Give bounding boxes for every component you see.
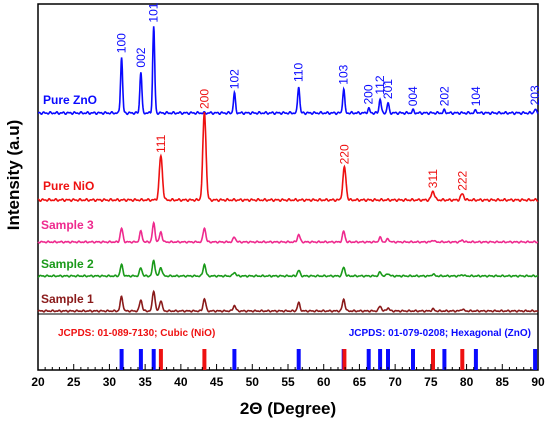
series-label: Sample 3 (41, 218, 94, 232)
x-tick-label: 35 (138, 375, 152, 389)
y-axis-title: Intensity (a.u) (4, 120, 23, 231)
zno-peak-label: 112 (373, 75, 387, 94)
zno-reference-line (366, 349, 371, 370)
nio-reference-line (431, 349, 435, 370)
x-tick-label: 90 (531, 375, 545, 389)
zno-reference-line (119, 349, 124, 370)
zno-peak-label: 002 (134, 47, 148, 67)
trace-pure-nio (37, 112, 539, 203)
nio-peak-label: 222 (455, 170, 469, 190)
series-labels: Pure ZnO Pure NiO Sample 3 Sample 2 Sample 1 (41, 93, 97, 306)
nio-peak-label: 200 (197, 89, 211, 109)
zno-reference-line (386, 349, 390, 370)
x-tick-label: 30 (103, 375, 117, 389)
series-label: Sample 1 (41, 292, 94, 306)
x-axis-title: 2Θ (Degree) (240, 399, 336, 418)
nio-peak-label: 220 (337, 144, 351, 164)
x-tick-label: 40 (174, 375, 188, 389)
zno-peak-label: 104 (469, 86, 483, 106)
zno-reference-line (473, 349, 478, 370)
zno-peak-label: 101 (147, 2, 161, 22)
zno-peak-label: 202 (437, 86, 451, 106)
nio-reference-line (460, 349, 465, 370)
zno-reference-line (232, 349, 237, 370)
zno-peak-label: 203 (528, 85, 542, 105)
x-tick-label: 70 (388, 375, 402, 389)
diffraction-traces (37, 26, 539, 313)
zno-peak-label: 201 (381, 79, 395, 99)
nio-reference-label: JCPDS: 01-089-7130; Cubic (NiO) (58, 328, 215, 339)
trace-sample-2 (37, 259, 539, 278)
x-tick-label: 20 (31, 375, 45, 389)
zno-reference-line (138, 349, 143, 370)
nio-reference-line (202, 349, 207, 370)
series-label: Pure NiO (43, 179, 94, 193)
x-tick-label: 80 (460, 375, 474, 389)
zno-reference-line (296, 349, 301, 370)
trace-pure-zno (38, 26, 539, 116)
zno-reference-line (533, 349, 538, 370)
trace-sample-1 (37, 289, 539, 313)
zno-reference-line (151, 349, 156, 370)
reference-lines (119, 349, 538, 370)
zno-peak-label: 004 (406, 86, 420, 106)
nio-reference-line (342, 349, 347, 370)
zno-peak-label: 102 (227, 69, 241, 89)
nio-peak-label: 111 (154, 134, 168, 153)
zno-peak-label: 200 (362, 84, 376, 104)
x-tick-label: 60 (317, 375, 331, 389)
nio-peak-label: 311 (426, 169, 440, 188)
zno-reference-line (378, 349, 383, 370)
series-label: Sample 2 (41, 257, 94, 271)
x-axis: 20 25 30 35 40 45 50 55 60 65 70 75 80 85 90 (31, 364, 545, 389)
x-tick-label: 25 (67, 375, 81, 389)
trace-sample-3 (37, 220, 539, 244)
zno-peak-label: 103 (337, 64, 351, 84)
x-tick-label: 85 (496, 375, 510, 389)
zno-peak-label: 100 (115, 33, 129, 53)
x-tick-label: 55 (281, 375, 295, 389)
zno-reference-line (411, 349, 415, 370)
zno-reference-line (442, 349, 447, 370)
x-tick-label: 50 (246, 375, 260, 389)
x-tick-label: 65 (353, 375, 367, 389)
x-tick-label: 45 (210, 375, 224, 389)
series-label: Pure ZnO (43, 93, 97, 107)
nio-reference-line (158, 349, 163, 370)
x-tick-label: 75 (424, 375, 438, 389)
zno-reference-label: JCPDS: 01-079-0208; Hexagonal (ZnO) (349, 328, 531, 339)
zno-peak-label: 110 (292, 63, 306, 82)
